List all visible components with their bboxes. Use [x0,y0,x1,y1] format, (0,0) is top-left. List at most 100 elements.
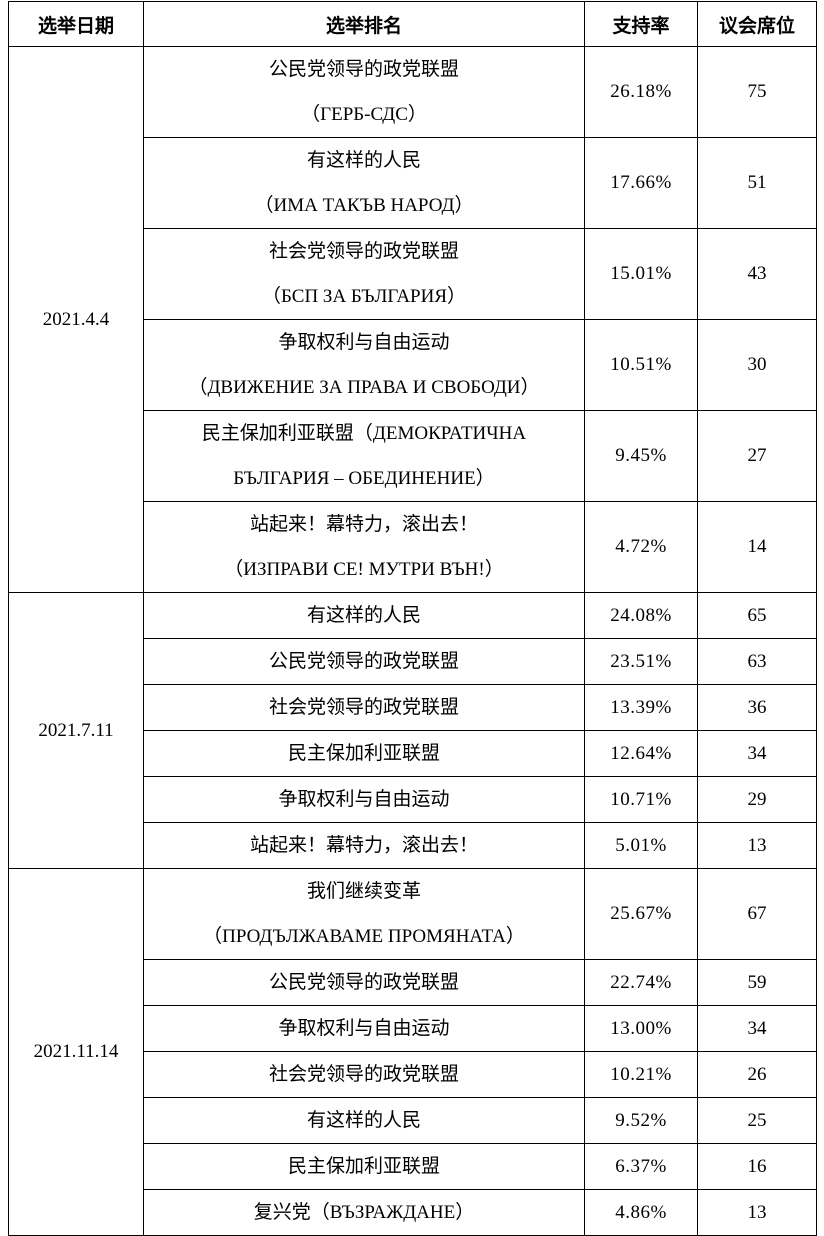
data-row: 2021.7.11 有这样的人民 24.08% 65 [8,592,817,869]
party-cell: 公民党领导的政党联盟 （ГЕРБ-СДС） [143,46,585,138]
seats-cell: 30 [697,319,817,411]
seats-cell: 16 [697,1143,817,1190]
seats-cell: 14 [697,501,817,593]
table-head: 选举日期 选举排名 支持率 议会席位 [8,1,817,47]
support-cell: 22.74% [584,959,698,1006]
support-cell: 13.39% [584,684,698,731]
party-line: 有这样的人民 [306,605,421,626]
party-cell: 争取权利与自由运动 [143,1005,585,1052]
election-table: 选举日期 选举排名 支持率 议会席位 2021.4.4 公民党领导的政党联盟 （ГЕ… [8,1,817,1236]
header-cell: 支持率 [584,1,698,47]
party-line: （ИМА ТАКЪВ НАРОД） [254,195,474,216]
party-cell: 社会党领导的政党联盟 [143,684,585,731]
party-cell: 民主保加利亚联盟 [143,730,585,777]
support-cell: 13.00% [584,1005,698,1052]
support-cell: 10.51% [584,319,698,411]
seats-cell: 29 [697,776,817,823]
party-cell: 民主保加利亚联盟（ДЕМОКРАТИЧНА БЪЛГАРИЯ – ОБЕДИНЕН… [143,410,585,502]
party-line: 站起来！幕特力，滚出去！ [249,835,478,856]
party-cell: 公民党领导的政党联盟 [143,638,585,685]
date-cell: 2021.11.14 [8,868,144,1236]
seats-cell: 65 [697,592,817,639]
party-line: （ГЕРБ-СДС） [301,104,427,125]
support-cell: 5.01% [584,822,698,869]
data-row: 争取权利与自由运动 10.71% 29 [9,776,817,823]
party-cell: 有这样的人民 （ИМА ТАКЪВ НАРОД） [143,137,585,229]
party-line: 民主保加利亚联盟（ДЕМОКРАТИЧНА [201,423,527,444]
seats-cell: 13 [697,1189,817,1236]
data-row: 社会党领导的政党联盟 10.21% 26 [9,1051,817,1098]
data-row: 争取权利与自由运动 （ДВИЖЕНИЕ ЗА ПРАВА И СВОБОДИ） 10… [9,319,817,411]
party-line: 公民党领导的政党联盟 [268,59,459,80]
party-cell: 复兴党（ВЪЗРАЖДАНЕ） [143,1189,585,1236]
party-line: 站起来！幕特力，滚出去！ [249,514,478,535]
party-line: 我们继续变革 [306,881,421,902]
date-cell: 2021.7.11 [8,592,144,869]
data-row: 民主保加利亚联盟（ДЕМОКРАТИЧНА БЪЛГАРИЯ – ОБЕДИНЕН… [9,410,817,502]
header-cell: 选举排名 [143,1,585,47]
party-line: 复兴党（ВЪЗРАЖДАНЕ） [253,1202,475,1223]
support-cell: 24.08% [584,592,698,639]
party-cell: 社会党领导的政党联盟 （БСП ЗА БЪЛГАРИЯ） [143,228,585,320]
seats-cell: 13 [697,822,817,869]
support-cell: 9.45% [584,410,698,502]
support-cell: 4.72% [584,501,698,593]
party-line: 公民党领导的政党联盟 [268,972,459,993]
party-line: 争取权利与自由运动 [278,1018,450,1039]
header-cell: 议会席位 [697,1,817,47]
data-row: 社会党领导的政党联盟 （БСП ЗА БЪЛГАРИЯ） 15.01% 43 [9,228,817,320]
party-cell: 民主保加利亚联盟 [143,1143,585,1190]
party-line: 社会党领导的政党联盟 [268,241,459,262]
party-line: （БСП ЗА БЪЛГАРИЯ） [262,286,466,307]
party-line: 争取权利与自由运动 [278,332,450,353]
seats-cell: 36 [697,684,817,731]
party-cell: 争取权利与自由运动 [143,776,585,823]
party-cell: 社会党领导的政党联盟 [143,1051,585,1098]
seats-cell: 26 [697,1051,817,1098]
seats-cell: 75 [697,46,817,138]
seats-cell: 34 [697,730,817,777]
seats-cell: 25 [697,1097,817,1144]
party-cell: 站起来！幕特力，滚出去！ [143,822,585,869]
party-line: 有这样的人民 [306,150,421,171]
support-cell: 9.52% [584,1097,698,1144]
seats-cell: 43 [697,228,817,320]
data-row: 2021.11.14 我们继续变革 （ПРОДЪЛЖАВАМЕ ПРОМЯНАТА）… [8,868,817,1236]
data-row: 站起来！幕特力，滚出去！ 5.01% 13 [9,822,817,869]
party-line: 民主保加利亚联盟 [287,743,440,764]
data-row: 民主保加利亚联盟 12.64% 34 [9,730,817,777]
support-cell: 17.66% [584,137,698,229]
party-cell: 我们继续变革 （ПРОДЪЛЖАВАМЕ ПРОМЯНАТА） [143,868,585,960]
party-line: （ДВИЖЕНИЕ ЗА ПРАВА И СВОБОДИ） [188,377,540,398]
data-row: 公民党领导的政党联盟 22.74% 59 [9,959,817,1006]
data-row: 民主保加利亚联盟 6.37% 16 [9,1143,817,1190]
party-cell: 有这样的人民 [143,592,585,639]
seats-cell: 34 [697,1005,817,1052]
seats-cell: 63 [697,638,817,685]
party-cell: 有这样的人民 [143,1097,585,1144]
party-line: 公民党领导的政党联盟 [268,651,459,672]
party-line: 民主保加利亚联盟 [287,1156,440,1177]
table-body: 2021.4.4 公民党领导的政党联盟 （ГЕРБ-СДС） 26.18% 75 有这样的… [8,46,817,1236]
data-row: 有这样的人民 （ИМА ТАКЪВ НАРОД） 17.66% 51 [9,137,817,229]
data-row: 站起来！幕特力，滚出去！ （ИЗПРАВИ СЕ! МУТРИ ВЪН!） 4.72… [9,501,817,593]
data-row: 有这样的人民 9.52% 25 [9,1097,817,1144]
support-cell: 15.01% [584,228,698,320]
seats-cell: 27 [697,410,817,502]
party-line: 争取权利与自由运动 [278,789,450,810]
data-row: 公民党领导的政党联盟 23.51% 63 [9,638,817,685]
support-cell: 4.86% [584,1189,698,1236]
support-cell: 10.21% [584,1051,698,1098]
support-cell: 23.51% [584,638,698,685]
support-cell: 10.71% [584,776,698,823]
header-row: 选举日期 选举排名 支持率 议会席位 [8,1,817,47]
party-line: （ПРОДЪЛЖАВАМЕ ПРОМЯНАТА） [203,926,525,947]
support-cell: 6.37% [584,1143,698,1190]
data-row: 复兴党（ВЪЗРАЖДАНЕ） 4.86% 13 [9,1189,817,1236]
party-cell: 站起来！幕特力，滚出去！ （ИЗПРАВИ СЕ! МУТРИ ВЪН!） [143,501,585,593]
seats-cell: 51 [697,137,817,229]
party-line: БЪЛГАРИЯ – ОБЕДИНЕНИЕ） [233,468,495,489]
party-cell: 公民党领导的政党联盟 [143,959,585,1006]
header-cell: 选举日期 [8,1,144,47]
